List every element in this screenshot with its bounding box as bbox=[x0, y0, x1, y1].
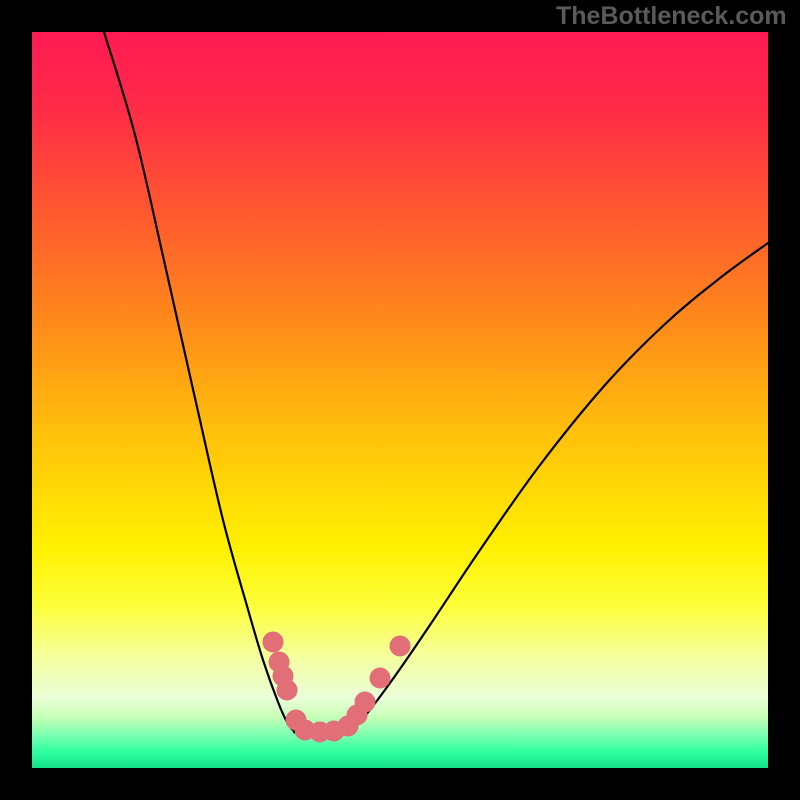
data-point bbox=[263, 632, 283, 652]
data-point bbox=[277, 680, 297, 700]
data-point bbox=[370, 668, 390, 688]
bottleneck-chart bbox=[0, 0, 800, 800]
watermark-text: TheBottleneck.com bbox=[556, 2, 787, 31]
gradient-background bbox=[32, 32, 768, 768]
data-point bbox=[355, 692, 375, 712]
data-point bbox=[390, 636, 410, 656]
